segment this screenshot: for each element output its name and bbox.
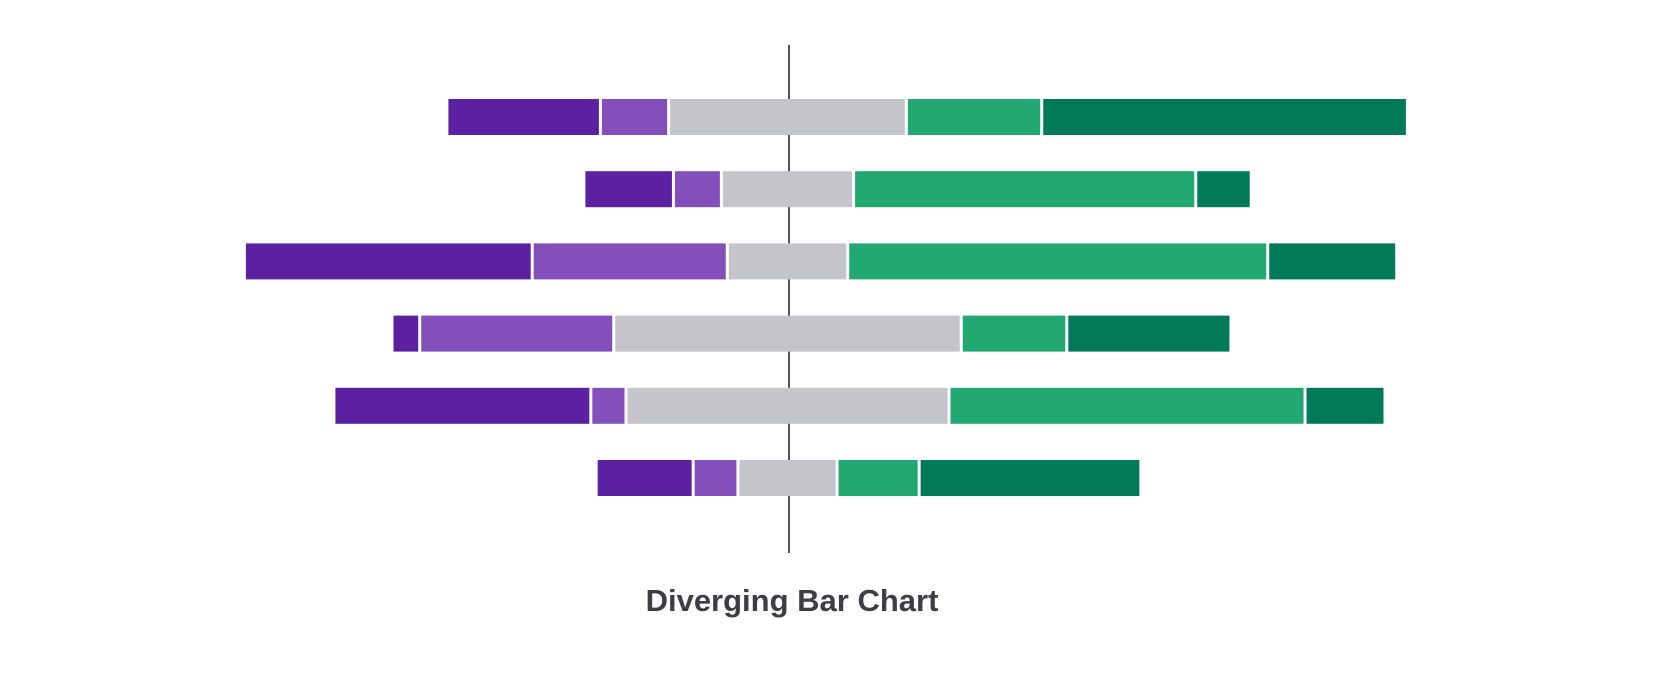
bar-segment <box>728 243 847 280</box>
bar-segment <box>950 387 1304 424</box>
bar-segment <box>585 171 672 208</box>
bar-segment <box>962 315 1066 352</box>
bar-segment <box>335 387 590 424</box>
bar-segment <box>1306 387 1384 424</box>
bar-segment <box>601 99 668 135</box>
bar-segment <box>1269 243 1396 280</box>
bar-segment <box>448 99 599 135</box>
bar-segment <box>849 243 1267 280</box>
bar-segment <box>670 99 905 135</box>
bar-segment <box>907 99 1041 135</box>
bar-segment <box>674 171 720 208</box>
bar-segment <box>245 243 531 280</box>
bar-segment <box>694 460 737 496</box>
bar-segment <box>722 171 853 208</box>
bar-segment <box>920 460 1140 496</box>
bar-segment <box>533 243 726 280</box>
bar-segment <box>739 460 836 496</box>
bar-segment <box>615 315 960 352</box>
bar-segment <box>592 387 625 424</box>
bar-segment <box>1068 315 1230 352</box>
bar-segment <box>855 171 1195 208</box>
bar-segment <box>393 315 419 352</box>
bar-segment <box>1043 99 1406 135</box>
bar-segment <box>838 460 918 496</box>
bar-segment <box>421 315 613 352</box>
bar-segment <box>1197 171 1250 208</box>
chart-title: Diverging Bar Chart <box>646 583 939 618</box>
bar-segment <box>597 460 692 496</box>
bar-segment <box>627 387 948 424</box>
